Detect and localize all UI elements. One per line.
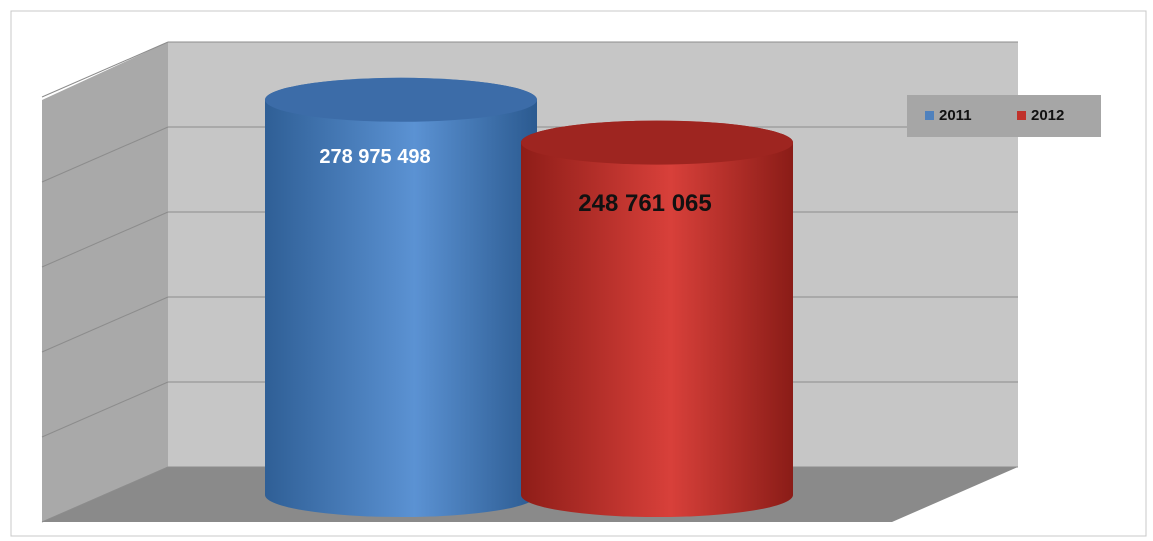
legend-swatch — [1017, 111, 1026, 120]
side-grid-line — [41, 466, 169, 523]
legend-label: 2011 — [939, 107, 972, 124]
data-label: 248 761 065 — [578, 190, 711, 217]
legend-swatch — [925, 111, 934, 120]
legend-box — [907, 95, 1101, 137]
side-wall — [42, 42, 168, 522]
cylinder-top — [265, 77, 537, 122]
cylinder — [265, 77, 537, 517]
side-grid-line — [41, 126, 169, 183]
side-grid-line — [41, 296, 169, 353]
cylinder — [521, 120, 793, 517]
legend-label: 2012 — [1031, 107, 1064, 124]
data-label: 278 975 498 — [319, 146, 430, 168]
side-grid-line — [41, 211, 169, 268]
cylinder-top — [521, 120, 793, 165]
side-grid-line — [41, 381, 169, 438]
side-grid-line — [41, 41, 169, 98]
